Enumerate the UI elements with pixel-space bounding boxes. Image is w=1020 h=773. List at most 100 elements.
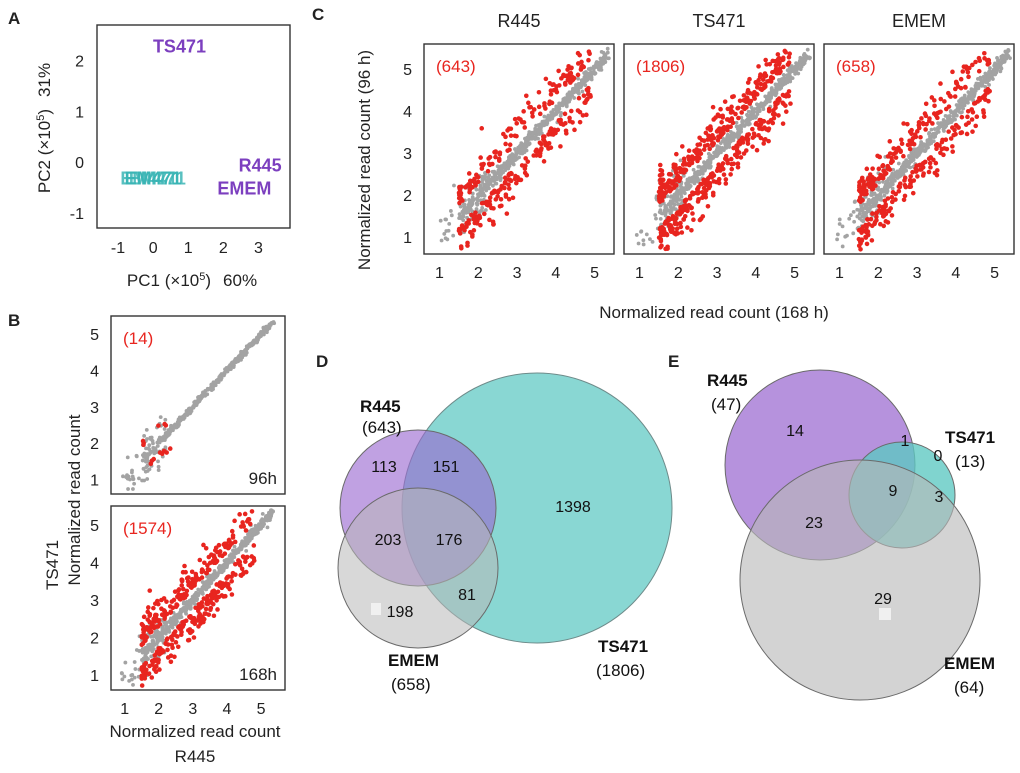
scatter-point — [942, 129, 946, 133]
scatter-point-de — [497, 203, 503, 209]
xtick-label: 3 — [913, 265, 922, 282]
scatter-point — [898, 171, 903, 176]
xtick-label: 4 — [751, 265, 760, 282]
scatter-point-de — [959, 130, 965, 135]
scatter-point — [888, 175, 893, 179]
venn-d-region-count: 203 — [375, 532, 402, 549]
scatter-point-de — [201, 619, 206, 625]
scatter-point — [664, 206, 669, 211]
scatter-point-de — [861, 186, 867, 191]
scatter-point-de — [215, 607, 220, 612]
scatter-point — [669, 202, 673, 207]
scatter-point-de — [502, 185, 507, 191]
scatter-point — [857, 211, 862, 216]
venn-e-circle-emem — [739, 459, 981, 701]
scatter-point-de — [881, 223, 887, 229]
scatter-point — [848, 213, 853, 218]
scatter-point-de — [216, 594, 222, 600]
scatter-point-de — [908, 174, 913, 179]
venn-e-region-count: 23 — [805, 515, 823, 532]
scatter-point-de — [172, 632, 177, 637]
venn-d-artifact — [371, 603, 381, 615]
scatter-point-de — [876, 166, 882, 172]
time-label: 168h — [239, 665, 277, 684]
scatter-point-de — [705, 178, 710, 184]
scatter-point — [890, 181, 894, 186]
scatter-point-de — [172, 589, 178, 594]
xtick-label: 1 — [835, 265, 844, 282]
scatter-point-de — [577, 119, 583, 125]
ytick-label: 3 — [90, 400, 99, 417]
scatter-point-de — [140, 635, 146, 640]
scatter-point — [672, 202, 677, 207]
scatter-point-de — [781, 93, 787, 99]
venn-e-artifact — [879, 608, 891, 620]
scatter-point-de — [548, 145, 554, 150]
scatter-point-de — [531, 107, 537, 112]
scatter-point-de — [484, 202, 490, 207]
ytick-label: 5 — [90, 518, 99, 535]
scatter-point — [490, 177, 495, 182]
scatter-point — [511, 162, 516, 167]
scatter-point — [462, 204, 467, 209]
scatter-point-de — [982, 56, 987, 61]
scatter-point — [554, 104, 559, 109]
scatter-point — [251, 342, 255, 347]
scatter-point — [602, 54, 607, 59]
scatter-point-de — [189, 585, 194, 590]
scatter-point — [525, 136, 530, 140]
scatter-point — [518, 151, 523, 156]
scatter-point — [156, 464, 161, 469]
scatter-point — [177, 615, 182, 620]
scatter-point — [999, 62, 1003, 66]
scatter-point — [223, 565, 228, 570]
scatter-point-de — [758, 81, 764, 87]
scatter-point-de — [567, 115, 572, 121]
scatter-point-de — [920, 173, 926, 178]
scatter-point-de — [187, 628, 193, 634]
scatter-point-de — [185, 579, 191, 584]
scatter-point — [971, 97, 975, 102]
scatter-point-de — [658, 167, 663, 173]
scatter-frame — [823, 43, 1015, 255]
scatter-point — [266, 324, 271, 329]
scatter-point — [904, 168, 908, 173]
scatter-point-de — [517, 177, 523, 183]
scatter-point — [147, 443, 152, 448]
scatter-point-de — [698, 151, 704, 156]
scatter-point — [783, 81, 787, 86]
scatter-point — [171, 616, 175, 621]
scatter-point-de — [558, 144, 563, 149]
scatter-point — [891, 167, 896, 172]
scatter-point-de — [916, 162, 922, 168]
venn-e-region-count: 1 — [901, 433, 910, 450]
scatter-point-de — [543, 142, 548, 148]
scatter-point-de — [530, 114, 535, 119]
scatter-point-de — [964, 131, 970, 137]
scatter-point — [862, 212, 867, 217]
scatter-point — [539, 124, 544, 129]
panel-e-letter: E — [668, 352, 679, 371]
scatter-point — [130, 470, 134, 475]
scatter-point-de — [507, 147, 512, 152]
scatter-point-de — [474, 221, 480, 226]
scatter-point-de — [759, 87, 765, 93]
scatter-point-de — [576, 95, 582, 101]
scatter-point — [156, 459, 160, 464]
panel-b-letter: B — [8, 311, 20, 330]
panel-a-ytick-label: 2 — [75, 54, 84, 71]
scatter-point — [773, 93, 778, 98]
scatter-point — [449, 213, 454, 218]
scatter-point — [676, 196, 680, 201]
scatter-point — [605, 46, 610, 51]
scatter-point-de — [758, 117, 764, 123]
scatter-point-de — [668, 223, 674, 229]
scatter-point-de — [503, 192, 509, 197]
scatter-point-de — [568, 70, 574, 76]
scatter-point — [588, 67, 593, 72]
scatter-point — [763, 100, 768, 104]
panel-a-frame — [96, 24, 291, 229]
scatter-point-de — [173, 640, 179, 645]
scatter-point-de — [673, 162, 678, 168]
